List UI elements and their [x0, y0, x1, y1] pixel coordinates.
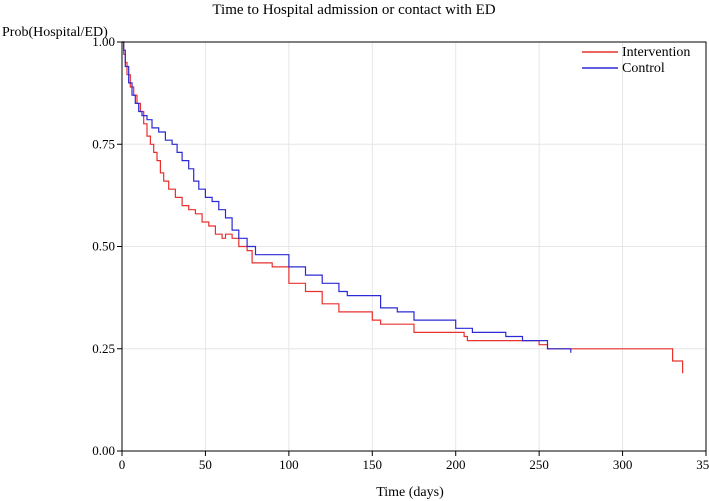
- x-tick-label: 50: [199, 457, 212, 472]
- chart-title: Time to Hospital admission or contact wi…: [212, 2, 495, 18]
- x-tick-label: 100: [279, 457, 299, 472]
- legend-label-intervention: Intervention: [622, 45, 690, 60]
- x-axis-label: Time (days): [376, 485, 444, 500]
- grid-lines: [121, 41, 707, 452]
- x-tick-label: 0: [119, 457, 126, 472]
- x-tick-label: 200: [446, 457, 466, 472]
- y-tick-label: 0.25: [92, 341, 115, 356]
- x-tick-label: 350: [696, 457, 709, 472]
- y-tick-label: 0.50: [92, 239, 115, 254]
- y-axis-label: Prob(Hospital/ED): [2, 25, 108, 40]
- y-tick-label: 1.00: [92, 34, 115, 49]
- axes: 0 50 100 150 200 250 300 350 0.00 0.25 0.50 0.75 1.0…: [92, 34, 709, 472]
- series-line-control: [122, 41, 572, 353]
- series-lines: [122, 41, 684, 374]
- x-tick-label: 150: [363, 457, 383, 472]
- y-tick-label: 0.75: [92, 136, 115, 151]
- y-tick-label: 0.00: [92, 443, 115, 458]
- legend-label-control: Control: [622, 61, 665, 76]
- series-line-intervention: [122, 41, 684, 374]
- x-tick-label: 300: [613, 457, 633, 472]
- x-tick-label: 250: [529, 457, 549, 472]
